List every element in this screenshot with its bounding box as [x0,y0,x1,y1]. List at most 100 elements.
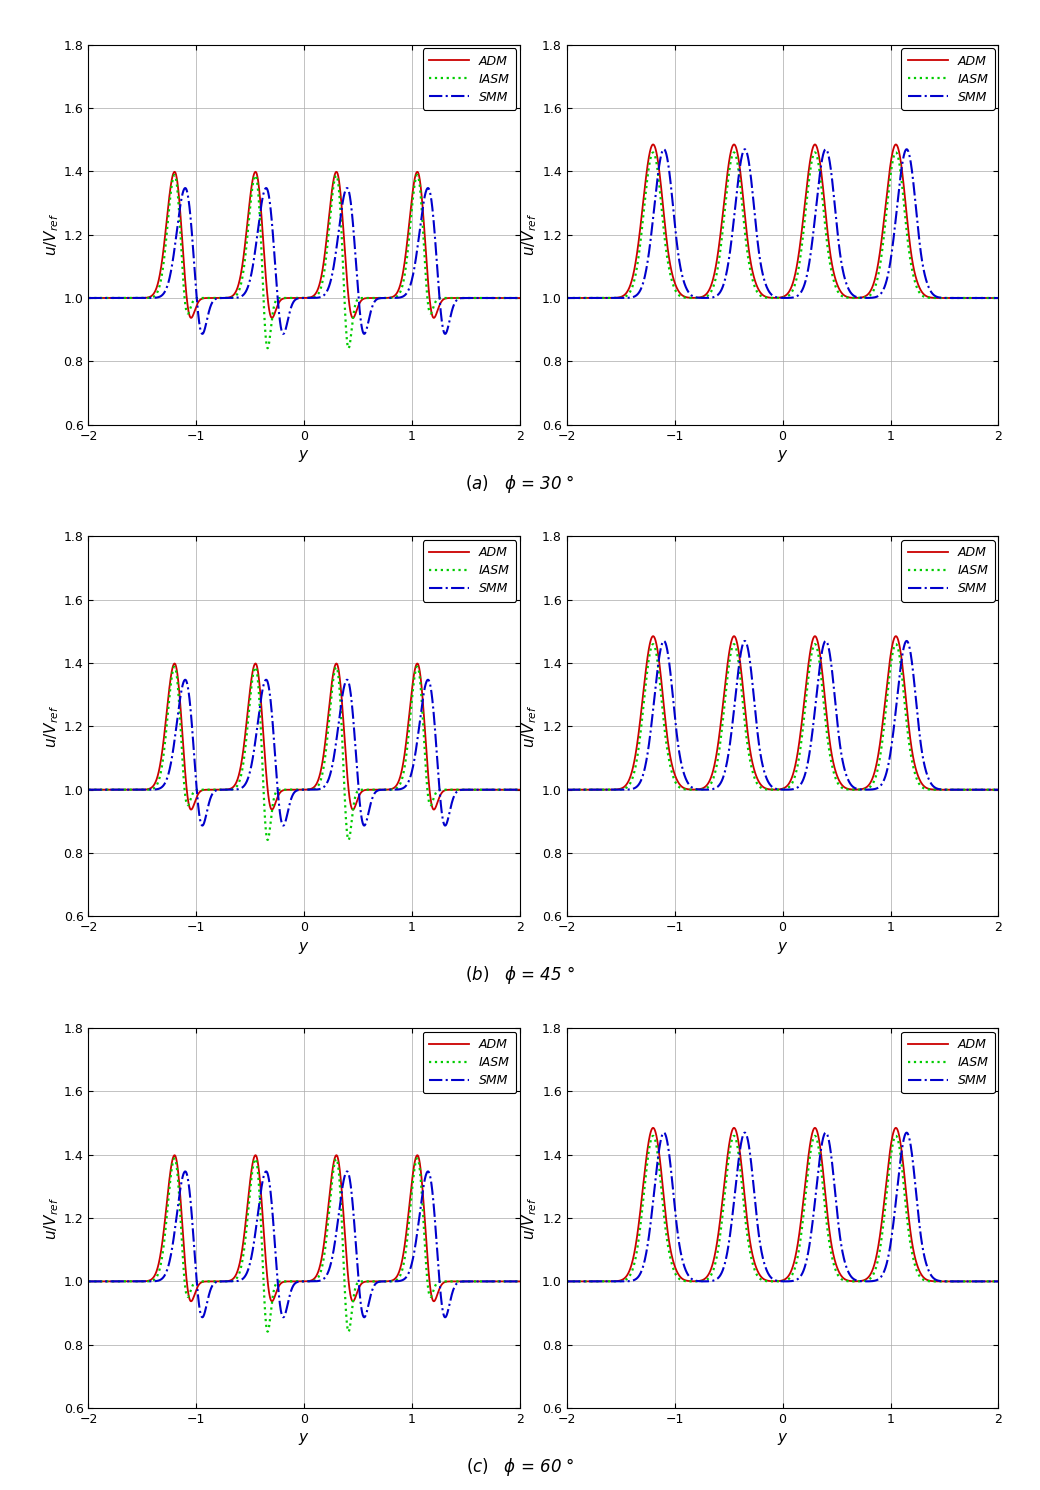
SMM [281,1298,293,1316]
IASM [980,781,992,799]
ADM [992,781,1005,799]
IASM [582,781,595,799]
Line: IASM: IASM [88,666,520,840]
SMM [980,289,992,307]
SMM [104,1272,116,1290]
ADM [104,1272,116,1290]
ADM [977,781,989,799]
ADM [501,1272,514,1290]
SMM [980,289,992,307]
IASM [980,1272,992,1290]
IASM [501,289,514,307]
SMM [561,781,573,799]
IASM [514,289,526,307]
SMM [901,632,913,650]
ADM [501,289,514,307]
X-axis label: $y$: $y$ [298,940,310,955]
Text: $(b)$   $\phi$ = 45 °: $(b)$ $\phi$ = 45 ° [465,964,575,986]
IASM [901,224,913,241]
SMM [292,781,305,799]
IASM [889,143,902,161]
IASM [759,1272,772,1290]
IASM [422,791,435,809]
IASM [281,289,293,307]
IASM [582,289,595,307]
ADM [501,289,514,307]
Line: ADM: ADM [567,145,998,298]
SMM [759,1258,772,1275]
ADM [422,1261,435,1278]
ADM [901,207,913,225]
SMM [771,1272,783,1290]
IASM [292,1272,305,1290]
SMM [980,1272,992,1290]
Line: IASM: IASM [88,174,520,349]
IASM [292,781,305,799]
IASM [104,1272,116,1290]
ADM [281,1272,293,1290]
Line: SMM: SMM [88,1171,520,1317]
Line: ADM: ADM [88,171,520,317]
ADM [977,1272,989,1290]
Line: IASM: IASM [567,644,998,790]
SMM [501,289,514,307]
IASM [281,1272,293,1290]
X-axis label: $y$: $y$ [298,1432,310,1447]
IASM [980,289,992,307]
IASM [992,1272,1005,1290]
ADM [422,277,435,295]
IASM [168,165,181,183]
IASM [582,1272,595,1290]
IASM [771,289,783,307]
SMM [292,1272,305,1290]
ADM [514,289,526,307]
SMM [422,179,435,197]
SMM [422,1162,435,1180]
IASM [561,289,573,307]
IASM [771,1272,783,1290]
SMM [561,1272,573,1290]
SMM [197,1308,209,1326]
ADM [82,289,95,307]
SMM [901,140,913,158]
SMM [501,1272,514,1290]
ADM [889,627,902,645]
SMM [341,1162,354,1180]
Y-axis label: $u/V_{ref}$: $u/V_{ref}$ [520,213,539,256]
ADM [281,781,293,799]
ADM [889,136,902,153]
IASM [501,781,514,799]
Legend: ADM, IASM, SMM: ADM, IASM, SMM [423,541,516,602]
SMM [501,781,514,799]
ADM [992,1272,1005,1290]
ADM [582,289,595,307]
ADM [980,1272,992,1290]
SMM [980,781,992,799]
SMM [582,781,595,799]
ADM [977,289,989,307]
ADM [250,654,262,672]
IASM [901,1207,913,1225]
ADM [82,781,95,799]
IASM [82,1272,95,1290]
SMM [104,781,116,799]
IASM [501,1272,514,1290]
ADM [292,289,305,307]
ADM [561,1272,573,1290]
IASM [501,1272,514,1290]
SMM [501,781,514,799]
SMM [901,140,913,158]
Y-axis label: $u/V_{ref}$: $u/V_{ref}$ [42,705,60,748]
ADM [427,1292,440,1310]
SMM [341,670,354,688]
X-axis label: $y$: $y$ [777,940,788,955]
SMM [980,1272,992,1290]
ADM [771,781,783,799]
SMM [514,1272,526,1290]
SMM [341,179,354,197]
X-axis label: $y$: $y$ [777,1432,788,1447]
Line: ADM: ADM [88,663,520,809]
ADM [771,289,783,307]
ADM [427,800,440,818]
IASM [501,289,514,307]
